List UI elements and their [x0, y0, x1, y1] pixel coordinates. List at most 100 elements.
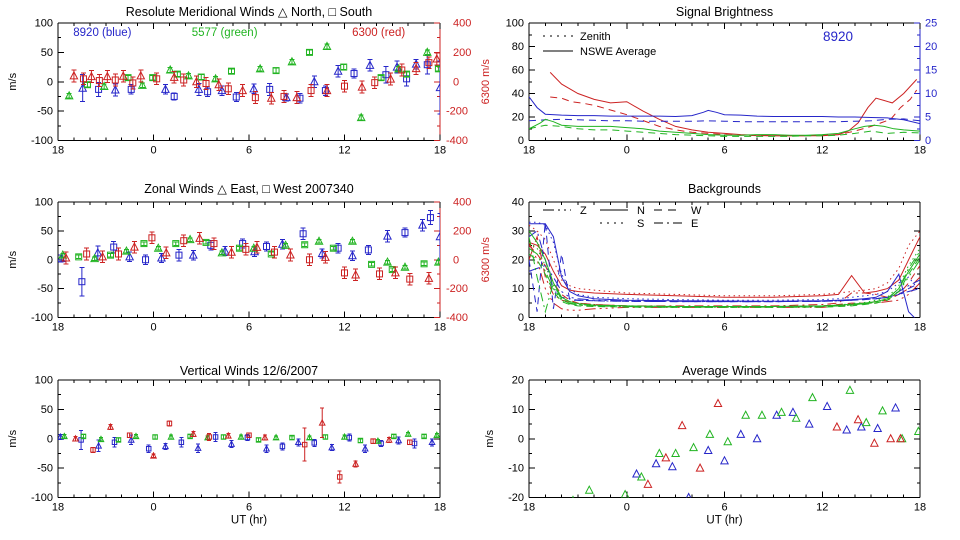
triangle-marker: [435, 231, 440, 241]
triangle-marker: [873, 423, 883, 433]
x-tick-label: 0: [150, 322, 156, 334]
x-tick-label: 18: [434, 322, 446, 334]
square-marker: [376, 270, 384, 278]
square-marker: [301, 241, 309, 249]
square-marker: [178, 439, 185, 446]
triangle-marker: [272, 433, 280, 441]
triangle-marker: [351, 269, 361, 279]
triangle-marker: [281, 92, 291, 102]
triangle-marker: [322, 85, 332, 95]
panel-average-winds: 18 0 6 12 18 20 10 0 -10 -20 Average Winds m/s UT (h…: [484, 364, 926, 527]
square-marker: [289, 434, 295, 441]
triangle-marker: [261, 433, 269, 441]
triangle-marker: [861, 417, 871, 427]
triangle-marker: [160, 84, 170, 93]
y2-tick-label: 200: [453, 225, 471, 237]
triangle-marker: [433, 256, 440, 266]
triangle-marker: [584, 485, 594, 494]
series-6300: [71, 407, 413, 484]
square-marker: [129, 79, 137, 87]
triangle-marker: [636, 471, 646, 481]
triangle-marker: [654, 448, 664, 457]
triangle-marker: [411, 63, 421, 73]
triangle-marker: [842, 424, 852, 434]
x-tick-label: 18: [914, 502, 926, 514]
panel-zonal-winds: 18 0 6 12 18 100 50 0 -50 -100 400 200 0 -200 -400 6300…: [7, 182, 492, 334]
series-line: [529, 223, 916, 318]
square-marker: [406, 275, 414, 283]
square-marker: [107, 251, 115, 259]
y-tick-label: 0: [518, 312, 524, 324]
triangle-marker: [317, 248, 327, 257]
triangle-marker: [132, 432, 140, 440]
square-marker: [401, 229, 409, 237]
triangle-marker: [695, 463, 705, 472]
triangle-marker: [285, 249, 295, 259]
triangle-marker: [719, 455, 730, 465]
y2-tick-label: 400: [453, 18, 471, 30]
square-marker: [246, 432, 252, 438]
y2-axis-label: 6300 m/s: [480, 59, 492, 105]
y-tick-label: 20: [512, 375, 524, 387]
square-marker: [212, 434, 219, 440]
triangle-marker: [705, 429, 715, 438]
x-tick-label: 6: [246, 502, 252, 514]
triangle-marker: [869, 438, 879, 447]
series-5577-zenith: [529, 124, 920, 137]
square-marker: [115, 437, 122, 443]
series-layer: [571, 385, 920, 498]
x-tick-label: 6: [721, 322, 727, 334]
triangle-marker: [390, 267, 400, 277]
square-marker: [421, 433, 427, 440]
square-marker: [79, 75, 87, 83]
triangle-marker: [102, 71, 112, 81]
panel-title: Resolute Meridional Winds △ North, □ Sou…: [126, 5, 372, 19]
triangle-marker: [266, 93, 276, 102]
square-marker: [340, 63, 348, 71]
triangle-marker: [305, 433, 314, 441]
square-marker: [299, 230, 307, 238]
square-marker: [280, 92, 288, 100]
square-marker: [206, 434, 212, 440]
square-marker: [180, 76, 188, 84]
series-layer: [58, 210, 440, 297]
triangle-marker: [249, 243, 259, 252]
y-tick-label: 50: [41, 47, 53, 59]
square-marker: [75, 253, 83, 261]
triangle-marker: [382, 256, 392, 266]
x-tick-label: 0: [624, 145, 630, 157]
square-marker: [224, 85, 232, 93]
square-marker: [305, 48, 313, 56]
triangle-marker: [90, 253, 100, 263]
series-layer: [529, 221, 920, 318]
y-axis-label: m/s: [7, 429, 19, 447]
x-tick-label: 18: [523, 502, 535, 514]
square-marker: [140, 240, 148, 248]
triangle-marker: [386, 74, 396, 83]
triangle-marker: [361, 444, 369, 452]
legend-label-green: 5577 (green): [192, 27, 258, 39]
panel-resolute-meridional-winds: 18 0 6 12 18 100 50 0 -50 -100 400 200 0 -200 -400 6300…: [7, 5, 492, 157]
square-marker: [175, 251, 183, 259]
series-8920-nswe-average: [529, 96, 920, 125]
panel-title: Average Winds: [682, 364, 767, 378]
triangle-marker: [294, 438, 302, 446]
square-marker: [111, 76, 119, 84]
triangle-marker: [433, 431, 440, 439]
legend-label: S: [637, 218, 644, 230]
series-line: [529, 222, 920, 312]
panel-title: Backgrounds: [688, 182, 761, 196]
square-marker: [423, 61, 431, 69]
triangle-marker: [214, 79, 224, 89]
square-marker: [142, 256, 150, 264]
y-tick-label: 30: [512, 225, 524, 237]
series-line: [549, 72, 918, 137]
series-layer: [58, 407, 440, 484]
triangle-marker: [365, 60, 375, 69]
series-6300-s: [529, 224, 920, 297]
triangle-marker: [791, 413, 801, 422]
triangle-marker: [156, 252, 166, 262]
square-marker: [124, 74, 132, 82]
triangle-marker: [98, 251, 108, 261]
